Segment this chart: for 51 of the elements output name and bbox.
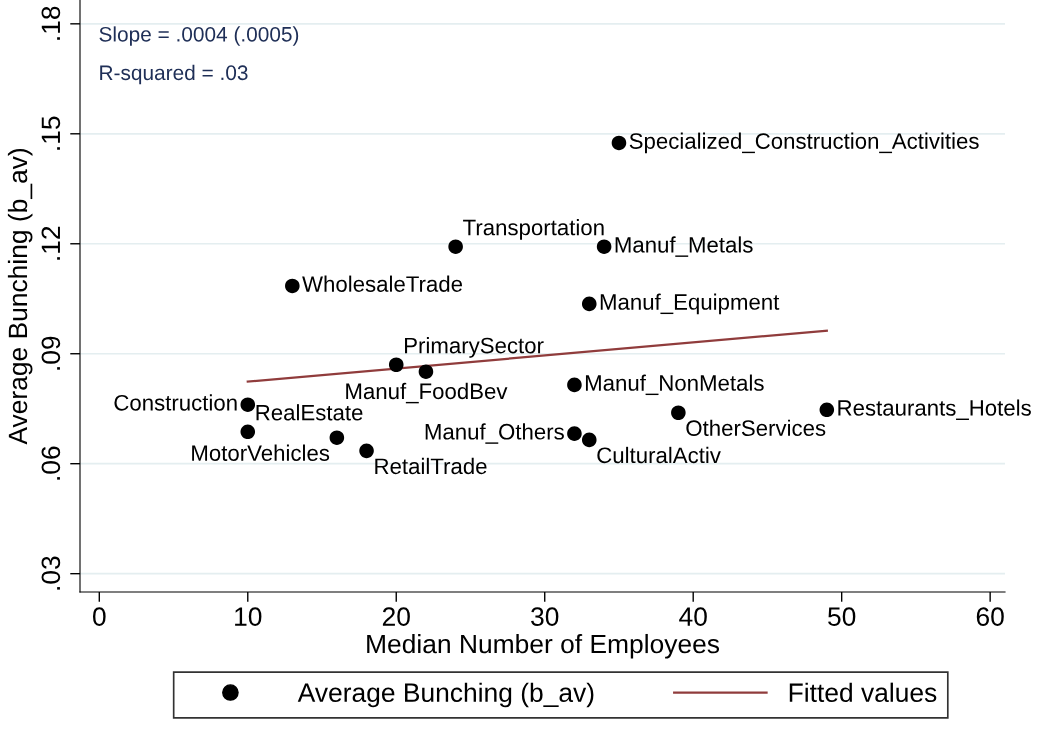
annotation: Transportation — [463, 219, 604, 240]
y-tick-label: .03 — [41, 556, 61, 590]
point — [240, 397, 256, 412]
annotation: CulturalActiv — [597, 446, 721, 464]
x-tick-label: 60 — [976, 607, 1004, 626]
annotation: Construction — [114, 394, 237, 411]
point — [448, 239, 463, 254]
annotation: MotorVehicles — [192, 444, 330, 461]
point — [819, 402, 835, 418]
x-axis-title: Median Number of Employees — [367, 633, 720, 659]
x-tick-label: 30 — [531, 607, 559, 626]
y-tick-label: .15 — [41, 116, 61, 150]
point — [240, 424, 256, 440]
y-tick-label: .06 — [41, 446, 61, 480]
annotation: Manuf_NonMetals — [585, 374, 764, 396]
annotation: Manuf_Metals — [615, 236, 753, 257]
annotation: Specialized_Construction_Activities — [629, 132, 979, 154]
annotation: Manuf_Equipment — [600, 293, 780, 315]
point — [596, 239, 612, 254]
point — [388, 357, 404, 373]
legend-label: Fitted values — [789, 682, 937, 703]
point — [611, 135, 627, 151]
x-tick-label: 50 — [828, 607, 856, 626]
point — [567, 377, 582, 393]
annotation: PrimarySector — [405, 337, 544, 358]
point — [329, 430, 345, 445]
y-axis-title: Average Bunching (b_av) — [7, 148, 33, 445]
annotation: Slope = .0004 (.0005) — [99, 26, 299, 46]
point — [359, 443, 374, 459]
x-tick-label: 20 — [382, 607, 410, 626]
x-tick-label: 0 — [93, 607, 106, 626]
annotation: Manuf_FoodBev — [346, 382, 508, 404]
annotation: WholesaleTrade — [302, 275, 463, 292]
point — [671, 405, 686, 421]
y-tick-label: .12 — [41, 226, 60, 260]
point — [285, 278, 300, 294]
point — [581, 296, 597, 312]
x-tick-label: 10 — [235, 607, 262, 626]
point — [418, 364, 434, 379]
legend-label: Average Bunching (b_av) — [297, 682, 594, 708]
annotation: R-squared = .03 — [100, 64, 248, 85]
x-tick-label: 40 — [679, 607, 707, 626]
annotation: Manuf_Others — [425, 423, 564, 444]
annotation: Restaurants_Hotels — [838, 399, 1031, 420]
point — [581, 432, 597, 448]
annotation: OtherServices — [686, 419, 826, 437]
annotation: RealEstate — [256, 404, 363, 421]
annotation: RetailTrade — [375, 457, 487, 475]
point — [567, 426, 582, 441]
y-tick-label: .09 — [41, 336, 61, 370]
y-tick-label: .18 — [41, 6, 61, 40]
